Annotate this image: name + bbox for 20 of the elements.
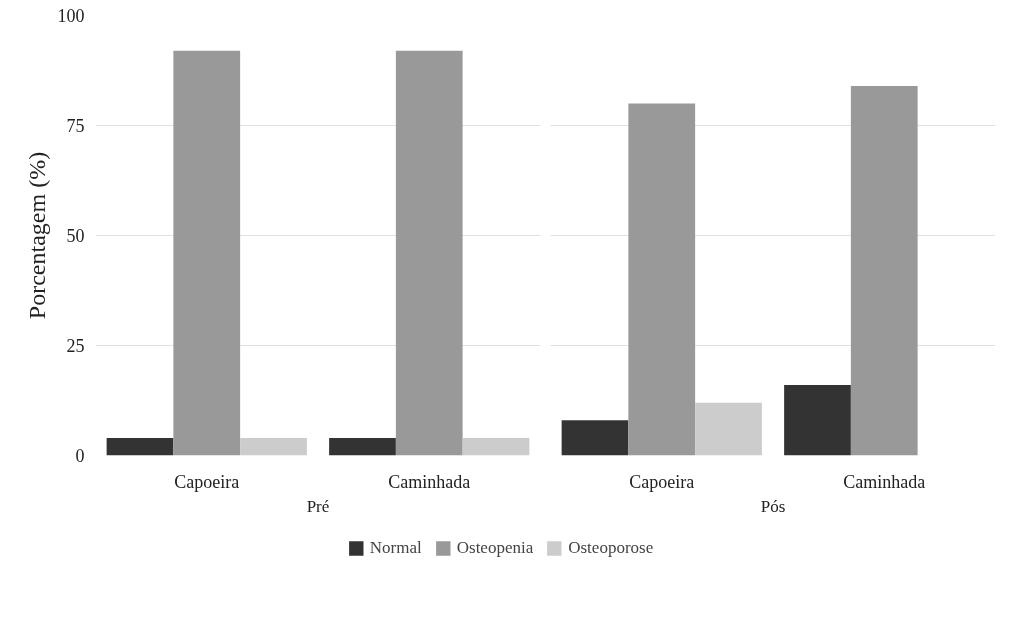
y-tick-label: 75 [66,116,85,136]
legend-label: Osteopenia [456,538,534,558]
y-tick-label: 25 [66,336,85,356]
bar [628,103,696,456]
bar [695,402,762,456]
x-axis-title: Pós [760,496,786,516]
bar [850,85,918,456]
x-tick-label: Caminhada [843,471,926,492]
y-tick-label: 0 [75,446,85,466]
y-axis-title: Porcentagem (%) [23,151,50,320]
bar [784,385,851,456]
x-tick-label: Capoeira [629,471,695,492]
bar [561,420,629,456]
legend-label: Normal [369,538,422,558]
x-tick-label: Capoeira [174,471,240,492]
x-tick-label: Caminhada [388,471,471,492]
legend-label: Osteoporose [568,538,654,558]
x-axis-title: Pré [306,496,330,516]
y-tick-label: 100 [57,6,85,26]
y-tick-label: 50 [66,226,85,246]
